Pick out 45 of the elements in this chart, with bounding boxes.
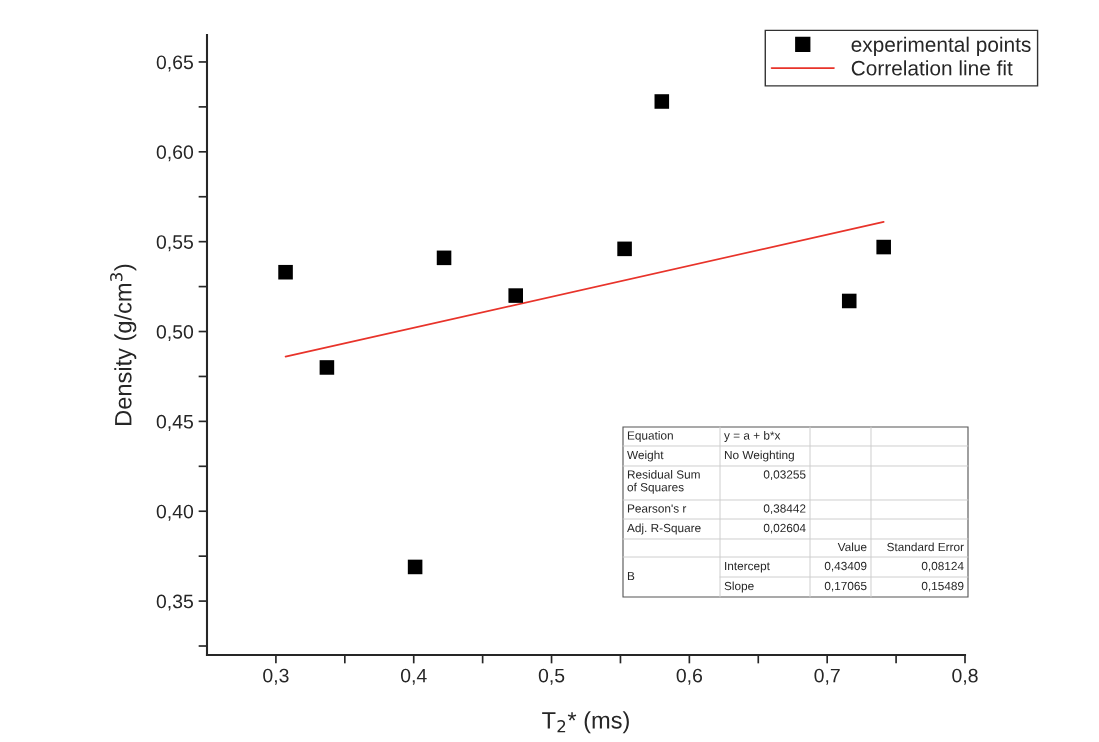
y-tick-label: 0,50	[156, 324, 194, 342]
point	[876, 239, 891, 255]
annotation: Residual Sum of Squares	[627, 470, 700, 494]
y-tick-label: 0,40	[156, 504, 194, 521]
annotation: Pearson's r	[627, 504, 687, 513]
y-tick-label: 0,55	[156, 235, 193, 252]
point	[436, 250, 452, 266]
annotation: 0,43409	[824, 561, 867, 572]
annotation: 0,15489	[921, 581, 964, 592]
y-tick-label: 0,45	[156, 414, 193, 431]
point	[841, 293, 857, 309]
y-axis-title: Density (g/cm$^{3}$)	[110, 264, 137, 425]
annotation: 0,08124	[921, 561, 964, 572]
annotation: Equation	[627, 431, 673, 442]
annotation: 0,38442	[763, 504, 806, 515]
annotation: Standard Error	[887, 542, 964, 552]
x-tick-label: 0,7	[814, 668, 840, 685]
annotation: Intercept	[725, 561, 770, 573]
point	[508, 288, 523, 303]
x-tick-label: 0,5	[538, 668, 565, 685]
annotation: Weight	[627, 450, 664, 462]
x-tick-label: 0,6	[676, 668, 703, 685]
point	[319, 360, 335, 375]
point	[407, 559, 423, 575]
annotation: Adj. R-Square	[627, 523, 701, 535]
legend-label: experimental points	[851, 36, 1031, 57]
annotation: Value	[837, 542, 867, 552]
annotation: B	[627, 571, 635, 581]
annotation: Slope	[724, 581, 754, 593]
annotation: y = a + b*x	[724, 431, 781, 442]
y-tick-label: 0,35	[156, 594, 193, 611]
annotation: No Weighting	[724, 450, 794, 462]
point	[278, 264, 293, 280]
x-tick-label: 0,3	[263, 668, 289, 685]
x-tick-label: 0,4	[400, 668, 427, 685]
x-axis-title: T$_{2}$* (ms)	[542, 711, 629, 734]
point	[617, 241, 632, 257]
annotation: 0,03255	[763, 470, 806, 481]
y-tick-label: 0,65	[156, 55, 193, 72]
x-tick-label: 0,8	[952, 668, 978, 685]
point	[654, 94, 670, 109]
y-tick-label: 0,60	[156, 145, 194, 162]
annotation: 0,02604	[763, 523, 806, 534]
annotation: 0,17065	[824, 581, 867, 592]
legend-label: Correlation line fit	[851, 60, 1013, 76]
